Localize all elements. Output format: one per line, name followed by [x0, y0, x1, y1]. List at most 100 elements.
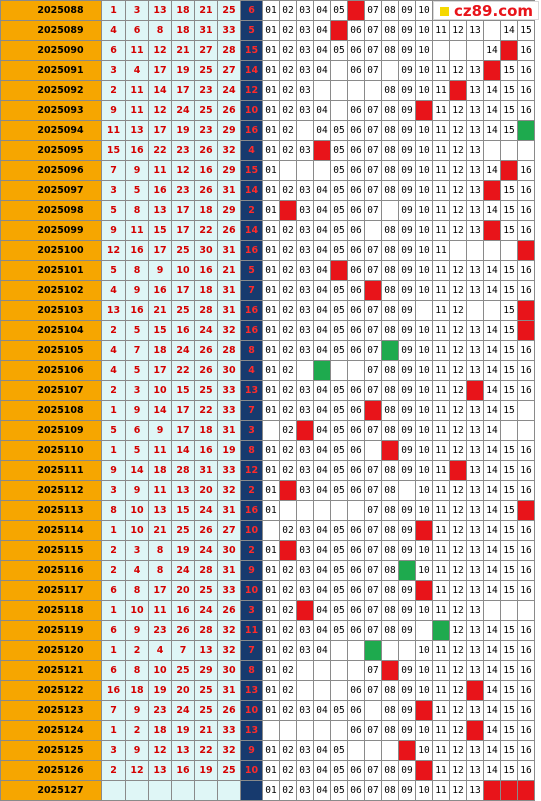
red-ball: 28: [217, 340, 241, 361]
trend-cell: 10: [415, 260, 433, 281]
trend-cell: 12: [449, 300, 467, 321]
trend-cell: 12: [449, 560, 467, 581]
red-ball: 8: [125, 200, 149, 221]
red-ball: 16: [125, 300, 149, 321]
trend-cell: 04: [313, 740, 331, 761]
trend-cell: 09: [398, 360, 416, 381]
red-ball: 33: [217, 380, 241, 401]
trend-cell: 08: [381, 560, 399, 581]
trend-cell: 04: [313, 700, 331, 721]
blue-ball: 10: [240, 580, 263, 601]
trend-cell: 14: [483, 400, 501, 421]
trend-cell: 13: [466, 220, 484, 241]
trend-cell: 02: [279, 640, 297, 661]
trend-cell: 10: [415, 460, 433, 481]
red-ball: [171, 780, 195, 801]
trend-cell: 01: [262, 0, 280, 21]
trend-cell: 12: [449, 120, 467, 141]
draw-row: 2025106 4 5 17 22 26 30 4 01 02 07 08 09 10 11 12 13 14 15…: [0, 360, 535, 381]
trend-cell: 05: [330, 400, 348, 421]
red-ball: 22: [171, 360, 195, 381]
trend-cell: 09: [398, 80, 416, 101]
draw-row: 2025091 3 4 17 19 25 27 14 01 02 03 04 06 07 09 10 11 12 1…: [0, 60, 535, 81]
trend-cell: 06: [347, 620, 365, 641]
trend-cell: 13: [466, 360, 484, 381]
red-ball: 1: [101, 720, 126, 741]
red-ball: 22: [194, 400, 218, 421]
trend-cell: 11: [432, 260, 450, 281]
red-ball: 26: [194, 340, 218, 361]
red-ball: 24: [171, 700, 195, 721]
red-ball: 3: [101, 180, 126, 201]
trend-cell: 04: [313, 640, 331, 661]
trend-cell: 09: [398, 540, 416, 561]
issue-number: 2025112: [0, 480, 102, 501]
red-ball: 10: [125, 600, 149, 621]
red-ball: 13: [171, 480, 195, 501]
red-ball: 25: [217, 760, 241, 781]
hit-red-cell: [517, 500, 535, 521]
trend-cell: 06: [347, 40, 365, 61]
red-ball: 8: [125, 660, 149, 681]
trend-cell: 06: [347, 480, 365, 501]
trend-cell: 10: [415, 640, 433, 661]
trend-cell: 09: [398, 260, 416, 281]
trend-cell: 14: [483, 460, 501, 481]
trend-cell: 14: [483, 560, 501, 581]
trend-cell: 14: [483, 280, 501, 301]
trend-cell: 10: [415, 420, 433, 441]
red-ball: 29: [217, 200, 241, 221]
trend-cell: 07: [364, 420, 382, 441]
red-ball: 10: [171, 260, 195, 281]
trend-cell: 05: [330, 160, 348, 181]
trend-cell: 01: [262, 220, 280, 241]
trend-cell: [296, 680, 314, 701]
draw-row: 2025109 5 6 9 17 18 31 3 02 04 05 06 07 08 09 10 11 12 13 1…: [0, 420, 535, 441]
trend-cell: 15: [500, 260, 518, 281]
trend-cell: [313, 500, 331, 521]
red-ball: 7: [125, 340, 149, 361]
trend-cell: 03: [296, 240, 314, 261]
red-ball: 15: [148, 220, 172, 241]
trend-cell: 06: [347, 100, 365, 121]
draw-row: 2025108 1 9 14 17 22 33 7 01 02 03 04 05 06 08 09 10 11 12…: [0, 400, 535, 421]
trend-cell: 02: [279, 40, 297, 61]
trend-cell: 10: [415, 480, 433, 501]
blue-ball: 13: [240, 380, 263, 401]
red-ball: 27: [194, 40, 218, 61]
issue-number: 2025122: [0, 680, 102, 701]
red-ball: 13: [148, 0, 172, 21]
draw-row: 2025093 9 11 12 24 25 26 10 01 02 03 04 06 07 08 09 11 12…: [0, 100, 535, 121]
trend-cell: 15: [500, 480, 518, 501]
trend-cell: 15: [500, 120, 518, 141]
blue-ball: 14: [240, 180, 263, 201]
red-ball: 19: [171, 720, 195, 741]
trend-cell: 03: [296, 380, 314, 401]
trend-cell: 02: [279, 400, 297, 421]
trend-cell: [364, 740, 382, 761]
draw-row: 2025094 11 13 17 19 23 29 16 01 02 04 05 06 07 08 09 10 1…: [0, 120, 535, 141]
hit-red-cell: [449, 460, 467, 481]
trend-cell: 03: [296, 300, 314, 321]
trend-cell: 16: [517, 680, 535, 701]
trend-cell: 13: [466, 340, 484, 361]
blue-ball: 11: [240, 620, 263, 641]
red-ball: 26: [194, 520, 218, 541]
trend-cell: 05: [330, 760, 348, 781]
red-ball: 9: [148, 260, 172, 281]
trend-cell: 08: [381, 220, 399, 241]
red-ball: 16: [171, 600, 195, 621]
red-ball: 6: [101, 40, 126, 61]
red-ball: 13: [125, 120, 149, 141]
trend-cell: 07: [364, 680, 382, 701]
trend-cell: 11: [432, 720, 450, 741]
blue-ball: 12: [240, 460, 263, 481]
trend-cell: 10: [415, 320, 433, 341]
trend-cell: 05: [330, 220, 348, 241]
issue-number: 2025106: [0, 360, 102, 381]
trend-cell: 13: [466, 560, 484, 581]
issue-number: 2025100: [0, 240, 102, 261]
trend-cell: 11: [432, 180, 450, 201]
trend-cell: 07: [364, 260, 382, 281]
trend-cell: 11: [432, 80, 450, 101]
